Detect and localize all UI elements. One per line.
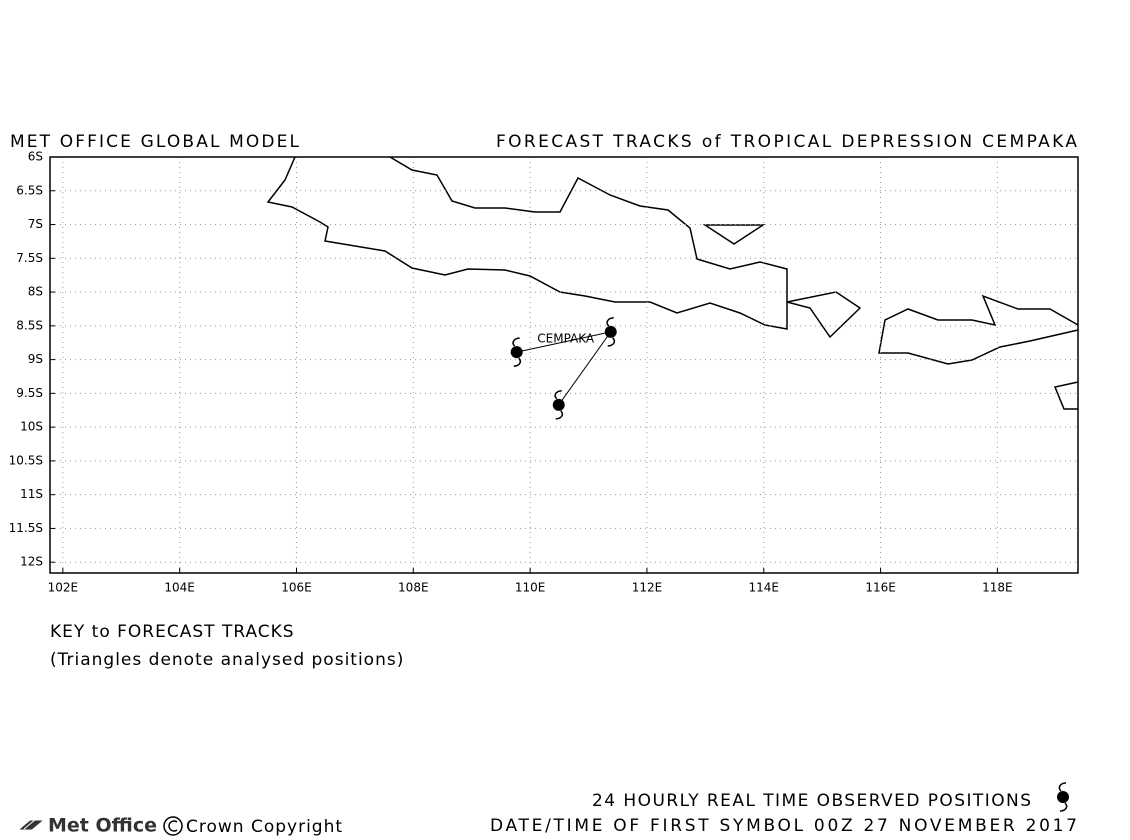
date-text: DATE/TIME OF FIRST SYMBOL 00Z 27 NOVEMBE… xyxy=(490,816,1078,836)
y-tick-label: 11S xyxy=(20,487,43,501)
coastline xyxy=(702,224,766,245)
y-tick-label: 9S xyxy=(28,352,43,366)
copyright: Crown Copyright xyxy=(186,817,343,837)
y-tick-label: 6.5S xyxy=(16,183,43,197)
legend-text: 24 HOURLY REAL TIME OBSERVED POSITIONS xyxy=(592,791,1032,811)
y-tick-label: 12S xyxy=(20,555,43,569)
coastline xyxy=(1053,381,1079,410)
storm-arms xyxy=(606,317,616,347)
y-tick-label: 10.5S xyxy=(9,453,43,467)
storm-arms xyxy=(512,337,522,367)
coastlines xyxy=(266,156,1079,410)
copyright-icon xyxy=(163,816,183,836)
x-tick-label: 112E xyxy=(632,581,663,595)
x-tick-label: 114E xyxy=(749,581,780,595)
legend-symbol xyxy=(1057,782,1069,812)
key-title: KEY to FORECAST TRACKS xyxy=(50,622,295,642)
forecast-title: FORECAST TRACKS of TROPICAL DEPRESSION C… xyxy=(496,132,1078,152)
x-tick-label: 118E xyxy=(982,581,1013,595)
key-note: (Triangles denote analysed positions) xyxy=(50,650,404,670)
x-tick-label: 106E xyxy=(281,581,312,595)
x-tick-label: 102E xyxy=(48,581,79,595)
storm-position xyxy=(552,398,565,411)
copyright-icon xyxy=(168,820,178,832)
track-label: CEMPAKA xyxy=(537,332,595,346)
coastline xyxy=(266,156,788,330)
y-tick-label: 8S xyxy=(28,285,43,299)
y-tick-label: 6S xyxy=(28,150,43,164)
storm-position xyxy=(604,325,617,338)
brand-name: Met Office xyxy=(48,815,157,837)
x-tick-label: 108E xyxy=(398,581,429,595)
brand-logo xyxy=(16,817,46,831)
x-tick-label: 110E xyxy=(515,581,546,595)
storm-position xyxy=(510,346,523,359)
plot-frame xyxy=(49,156,1079,574)
y-tick-label: 9.5S xyxy=(16,386,43,400)
storm-arms xyxy=(554,390,564,420)
y-tick-label: 11.5S xyxy=(9,521,43,535)
coastline xyxy=(878,294,1079,365)
y-tick-label: 7.5S xyxy=(16,251,43,265)
y-tick-label: 8.5S xyxy=(16,318,43,332)
model-title: MET OFFICE GLOBAL MODEL xyxy=(10,132,300,152)
y-tick-label: 7S xyxy=(28,217,43,231)
y-tick-label: 10S xyxy=(20,420,43,434)
x-tick-label: 116E xyxy=(865,581,896,595)
x-tick-label: 104E xyxy=(164,581,195,595)
coastline xyxy=(786,291,862,339)
